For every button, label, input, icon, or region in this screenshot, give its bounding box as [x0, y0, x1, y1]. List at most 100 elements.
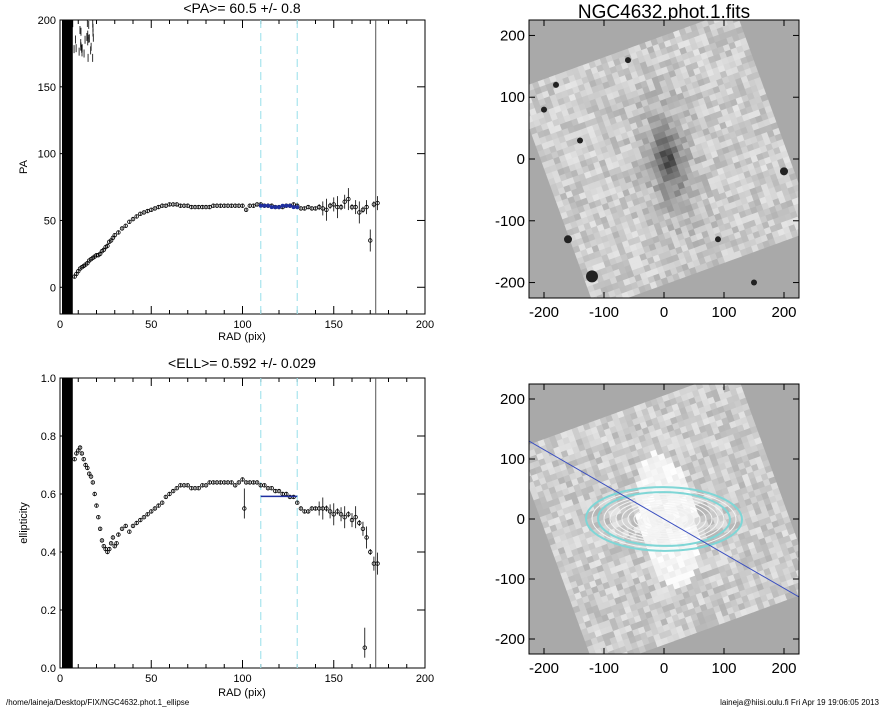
pixel-cell [744, 587, 753, 596]
isophote-contour [609, 496, 719, 542]
pixel-cell [548, 126, 557, 135]
pixel-cell [729, 220, 738, 229]
pixel-cell [609, 617, 618, 626]
pixel-cell [689, 435, 698, 444]
pixel-cell [742, 62, 751, 71]
pixel-cell [598, 210, 607, 219]
pixel-cell [761, 491, 770, 501]
pixel-cell [625, 611, 635, 620]
pixel-cell [641, 66, 650, 75]
pixel-cell [605, 555, 614, 564]
pixel-cell [596, 635, 605, 644]
pixel-cell [708, 215, 717, 224]
pixel-cell [748, 238, 758, 247]
pixel-cell [737, 153, 746, 162]
pixel-cell [650, 608, 659, 617]
pixel-cell [619, 285, 628, 294]
pixel-cell [653, 203, 662, 212]
pixel-cell [600, 595, 609, 604]
pixel-cell [599, 467, 608, 477]
pixel-cell [534, 446, 543, 456]
pixel-cell [735, 147, 744, 156]
pixel-cell [576, 457, 585, 466]
pixel-cell [609, 566, 618, 575]
pixel-cell [664, 629, 673, 638]
pixel-cell [566, 177, 576, 186]
pixel-cell [609, 257, 618, 266]
pixel-cell [593, 250, 602, 259]
pixel-cell [765, 522, 774, 531]
pixel-cell [704, 203, 713, 212]
pixel-cell [574, 231, 583, 241]
pixel-cell [632, 436, 641, 445]
pixel-cell [696, 470, 705, 480]
pixel-cell [624, 143, 633, 152]
pixel-cell [762, 169, 771, 178]
pixel-cell [647, 135, 656, 144]
pixel-cell [581, 595, 590, 604]
pixel-cell [689, 454, 699, 463]
pixel-cell [738, 551, 747, 560]
pixel-cell [644, 591, 653, 601]
pixel-cell [684, 475, 693, 484]
pixel-cell [756, 223, 765, 232]
pixel-cell [752, 230, 761, 239]
pixel-cell [620, 613, 629, 622]
pixel-cell [578, 121, 587, 130]
data-point [269, 486, 274, 491]
data-point [243, 207, 249, 212]
pixel-cell [748, 458, 758, 467]
pixel-cell [532, 100, 541, 109]
pixel-cell [687, 69, 696, 78]
pixel-cell [667, 602, 676, 611]
pixel-cell [722, 544, 731, 553]
pixel-cell [567, 434, 577, 443]
data-point [149, 207, 154, 212]
pixel-cell [743, 408, 752, 418]
pixel-cell [582, 614, 591, 623]
pixel-cell [626, 200, 635, 209]
pixel-cell [753, 128, 762, 137]
pixel-cell [665, 597, 674, 606]
pixel-cell [587, 284, 596, 293]
pixel-cell [692, 259, 701, 268]
pixel-cell [598, 430, 607, 439]
pixel-cell [682, 230, 691, 240]
pixel-cell [656, 415, 665, 424]
pixel-cell [671, 403, 680, 412]
pixel-cell [602, 600, 611, 609]
pixel-cell [767, 238, 777, 247]
pixel-cell [555, 162, 564, 171]
y-tick-label: 150 [38, 82, 56, 94]
pixel-cell [568, 453, 577, 462]
pixel-cell [726, 606, 735, 615]
pixel-cell [660, 47, 669, 56]
pixel-cell [673, 48, 682, 58]
pixel-cell [581, 455, 590, 464]
pixel-cell [778, 504, 787, 513]
pixel-cell [737, 462, 746, 471]
pixel-cell [625, 522, 634, 531]
pixel-cell [642, 226, 651, 235]
pixel-cell [649, 281, 658, 290]
pixel-cell [643, 194, 652, 203]
pixel-cell [769, 154, 778, 163]
pixel-cell [576, 116, 585, 125]
pixel-cell [722, 614, 731, 623]
pixel-cell [765, 573, 774, 582]
pixel-cell [633, 404, 642, 413]
pixel-cell [741, 454, 750, 463]
pixel-cell [636, 569, 645, 578]
pixel-cell [786, 527, 795, 536]
pixel-cell [576, 527, 585, 536]
pixel-cell [761, 581, 770, 590]
pixel-cell [589, 580, 598, 589]
pixel-cell [669, 107, 678, 116]
pixel-cell [622, 188, 631, 197]
pixel-cell [551, 459, 560, 468]
pixel-cell [617, 209, 626, 219]
pixel-cell [554, 124, 563, 133]
pixel-cell [707, 607, 716, 616]
pixel-cell [685, 204, 694, 213]
pixel-cell [753, 109, 762, 118]
